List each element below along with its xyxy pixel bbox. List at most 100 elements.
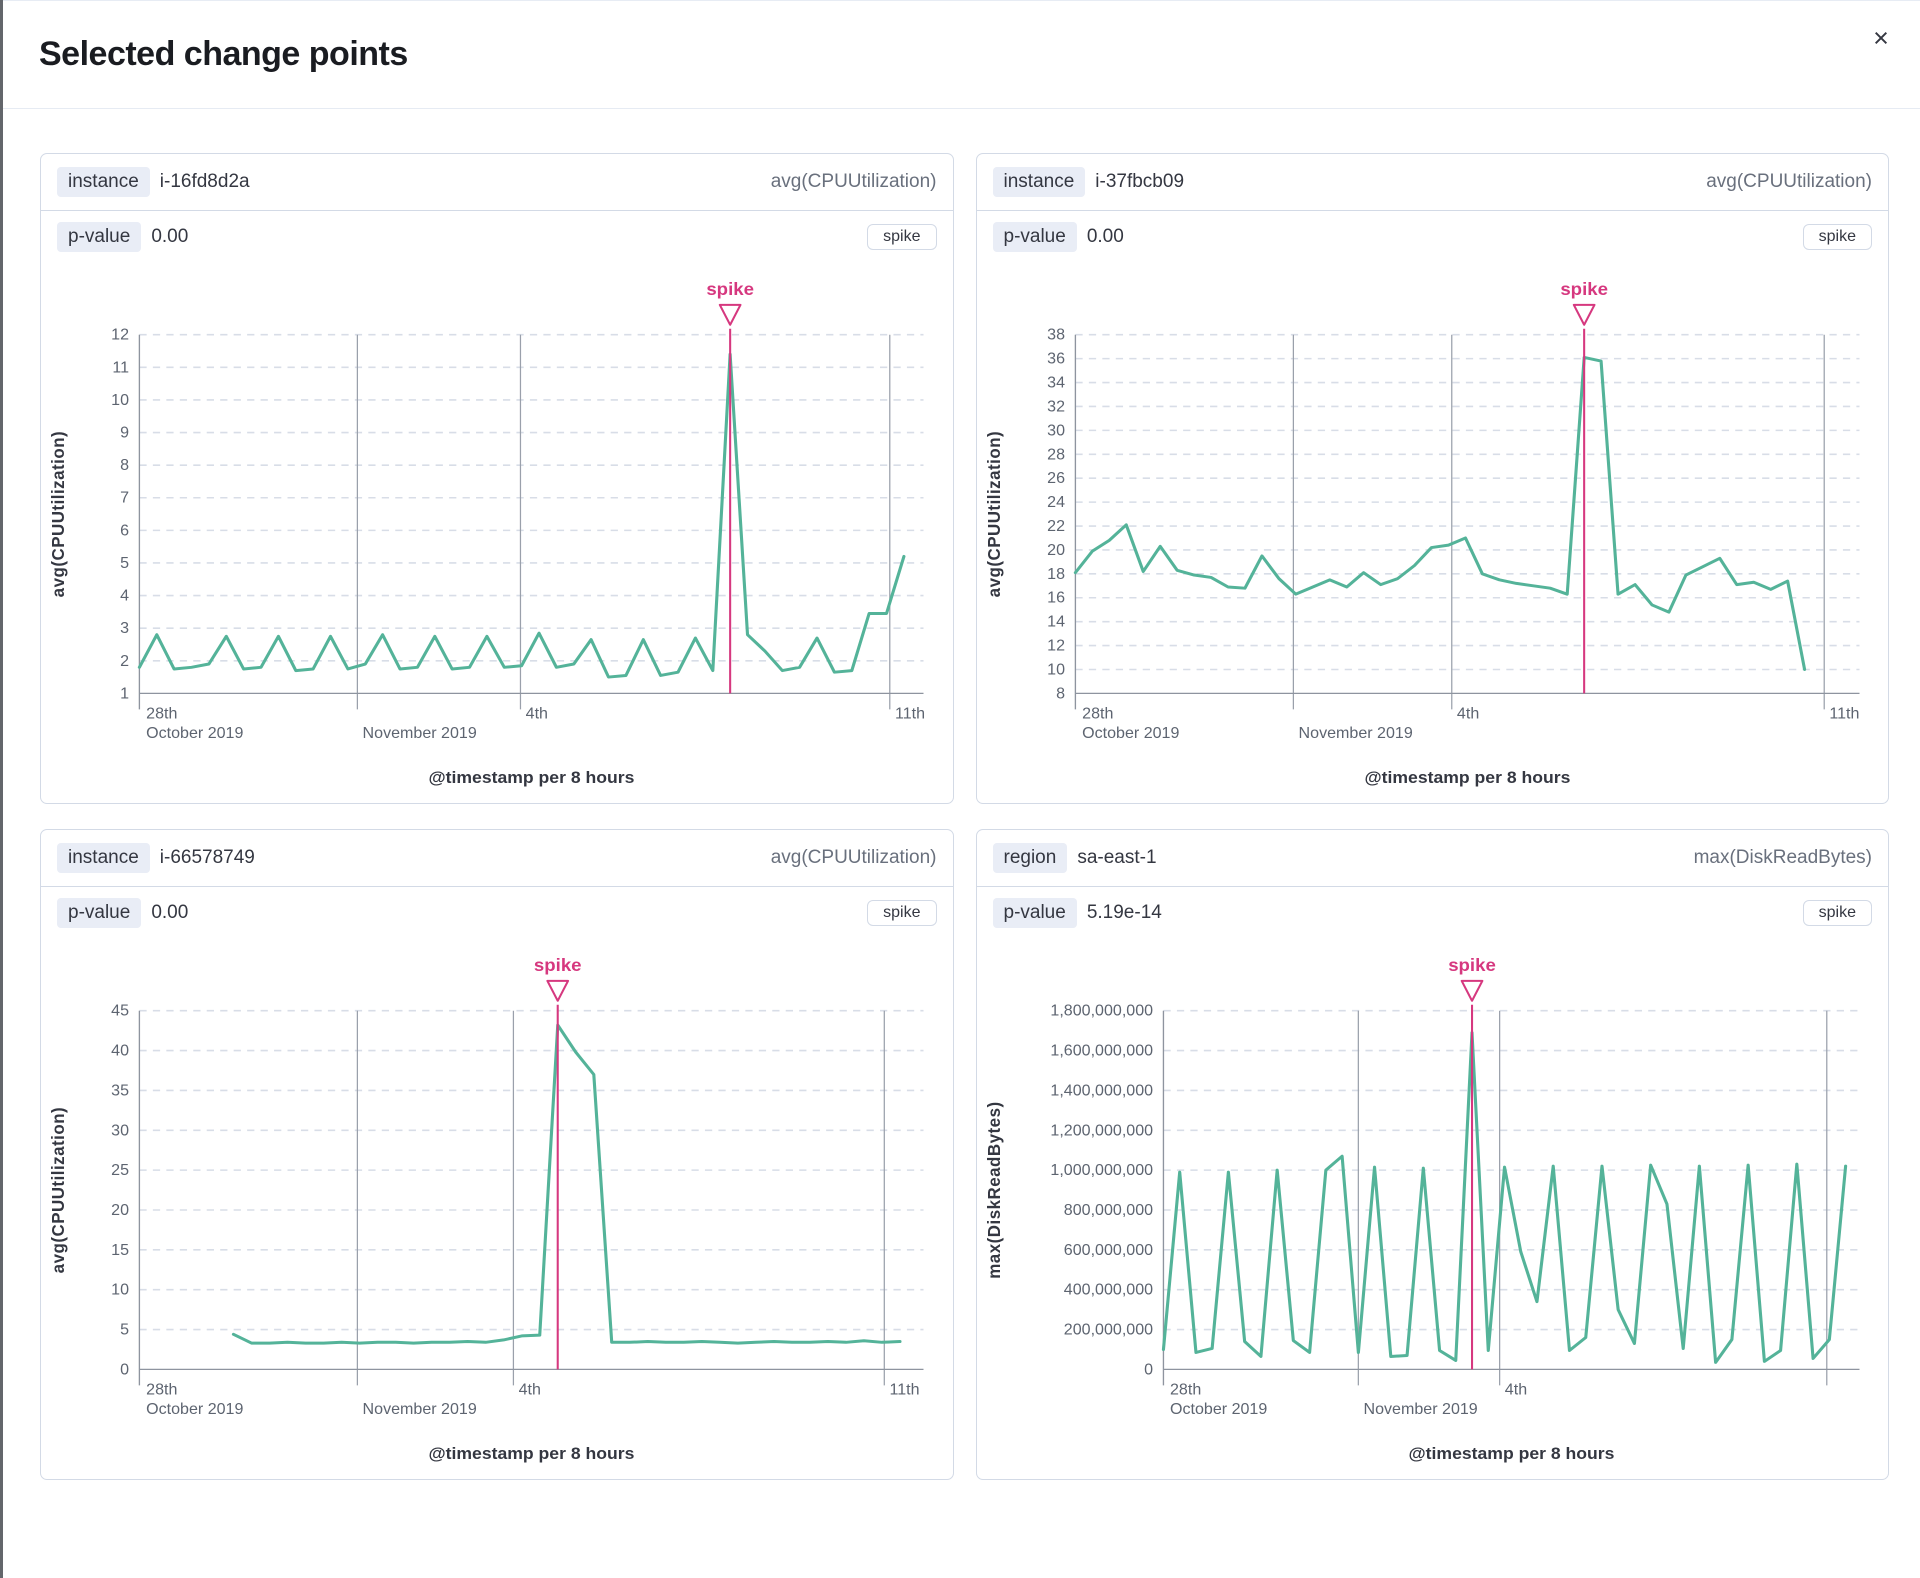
svg-text:5: 5 [120,1322,129,1339]
svg-text:11: 11 [112,360,129,377]
svg-text:200,000,000: 200,000,000 [1063,1322,1153,1339]
svg-text:11th: 11th [895,706,925,723]
svg-text:1,400,000,000: 1,400,000,000 [1050,1083,1153,1100]
svg-text:November 2019: November 2019 [1298,725,1412,742]
svg-text:28th: 28th [146,1382,177,1399]
svg-text:36: 36 [1047,351,1065,368]
p-value-badge: p-value [992,222,1077,252]
svg-text:28: 28 [1047,447,1065,464]
spike-type-button[interactable]: spike [1802,900,1872,926]
svg-text:1,000,000,000: 1,000,000,000 [1050,1162,1153,1179]
svg-text:28th: 28th [1170,1382,1201,1399]
flyout-header: Selected change points × [3,1,1920,109]
field-value: i-16fd8d2a [159,171,250,192]
svg-text:November 2019: November 2019 [1363,1401,1477,1418]
svg-text:4th: 4th [519,1382,541,1399]
svg-text:October 2019: October 2019 [1170,1401,1268,1418]
p-value: 0.00 [1086,226,1124,247]
svg-text:12: 12 [1047,638,1065,655]
svg-text:max(DiskReadBytes): max(DiskReadBytes) [983,1101,1003,1278]
spike-type-button[interactable]: spike [1802,224,1872,250]
panel-subheader: p-value 0.00 spike [41,887,953,937]
panel-header: instance i-66578749 avg(CPUUtilization) [41,830,953,887]
svg-text:7: 7 [120,490,129,507]
panel-header: instance i-37fbcb09 avg(CPUUtilization) [976,154,1888,211]
svg-text:600,000,000: 600,000,000 [1063,1242,1153,1259]
svg-text:12: 12 [111,327,129,344]
change-point-chart: 0 5 10 15 20 25 30 35 40 45 28th October 2019 Novemb… [41,937,953,1479]
p-value-badge: p-value [57,222,142,252]
svg-text:4: 4 [120,588,129,605]
svg-text:1,200,000,000: 1,200,000,000 [1050,1123,1153,1140]
p-value: 0.00 [151,226,189,247]
panel-subheader: p-value 0.00 spike [977,211,1889,261]
svg-text:10: 10 [1047,662,1065,679]
svg-text:@timestamp per 8 hours: @timestamp per 8 hours [1408,1443,1614,1463]
svg-text:5: 5 [120,555,129,572]
svg-text:34: 34 [1047,375,1065,392]
line-chart-svg: 8 10 12 14 16 18 20 22 24 26 28 30 32 34 36 38 28th Octob… [983,278,1859,787]
svg-text:11th: 11th [889,1382,919,1399]
change-point-grid: instance i-16fd8d2a avg(CPUUtilization) … [40,153,1889,1480]
field-name-badge: instance [57,843,150,873]
panel-header: region sa-east-1 max(DiskReadBytes) [976,830,1888,887]
metric-label: avg(CPUUtilization) [770,171,937,192]
svg-text:30: 30 [111,1123,129,1140]
svg-text:1,600,000,000: 1,600,000,000 [1050,1043,1153,1060]
change-point-panel: instance i-66578749 avg(CPUUtilization) … [40,829,954,1480]
svg-text:spike: spike [534,954,582,975]
svg-text:11th: 11th [1829,706,1859,723]
svg-text:9: 9 [120,425,129,442]
svg-text:22: 22 [1047,518,1065,535]
svg-text:35: 35 [111,1083,129,1100]
svg-text:avg(CPUUtilization): avg(CPUUtilization) [47,1107,67,1274]
svg-text:40: 40 [111,1043,129,1060]
change-points-flyout: Selected change points × instance i-16fd… [3,0,1920,1578]
svg-text:spike: spike [706,278,754,299]
svg-text:16: 16 [1047,590,1065,607]
svg-text:20: 20 [111,1202,129,1219]
svg-text:10: 10 [111,1282,129,1299]
page-title: Selected change points [39,35,408,73]
svg-text:@timestamp per 8 hours: @timestamp per 8 hours [1364,767,1570,787]
change-point-chart: 8 10 12 14 16 18 20 22 24 26 28 30 32 34 36 38 28th Octob… [977,261,1889,803]
svg-text:38: 38 [1047,327,1065,344]
change-point-panel: instance i-37fbcb09 avg(CPUUtilization) … [975,153,1889,804]
p-value-badge: p-value [992,898,1077,928]
field-name-badge: instance [992,167,1086,197]
field-name-badge: region [992,843,1068,873]
p-value: 5.19e-14 [1086,902,1162,923]
change-point-panel: instance i-16fd8d2a avg(CPUUtilization) … [40,153,954,804]
svg-text:32: 32 [1047,399,1065,416]
spike-type-button[interactable]: spike [867,224,937,250]
field-name-badge: instance [57,167,150,197]
svg-text:24: 24 [1047,494,1065,511]
svg-text:2: 2 [120,653,129,670]
spike-type-button[interactable]: spike [867,900,937,926]
svg-text:3: 3 [120,620,129,637]
svg-text:spike: spike [1448,954,1496,975]
svg-text:45: 45 [111,1003,129,1020]
svg-text:1,800,000,000: 1,800,000,000 [1050,1003,1153,1020]
field-value: i-66578749 [159,847,255,868]
svg-text:4th: 4th [526,706,548,723]
svg-text:1: 1 [120,686,129,703]
svg-text:400,000,000: 400,000,000 [1063,1282,1153,1299]
svg-text:avg(CPUUtilization): avg(CPUUtilization) [983,431,1003,598]
p-value: 0.00 [151,902,189,923]
field-value: sa-east-1 [1077,847,1157,868]
change-point-panel: region sa-east-1 max(DiskReadBytes) p-va… [975,829,1889,1480]
line-chart-svg: 0 5 10 15 20 25 30 35 40 45 28th October 2019 Novemb… [47,954,924,1463]
svg-text:28th: 28th [146,706,177,723]
panel-subheader: p-value 0.00 spike [41,211,953,261]
svg-text:26: 26 [1047,470,1065,487]
close-icon[interactable]: × [1864,21,1898,55]
svg-text:14: 14 [1047,614,1065,631]
svg-text:8: 8 [120,457,129,474]
change-point-chart: 1 2 3 4 5 6 7 8 9 10 11 12 28th October 2019 November … [41,261,953,803]
svg-text:October 2019: October 2019 [146,725,244,742]
svg-text:28th: 28th [1082,706,1113,723]
svg-text:spike: spike [1560,278,1608,299]
svg-text:November 2019: November 2019 [363,725,477,742]
